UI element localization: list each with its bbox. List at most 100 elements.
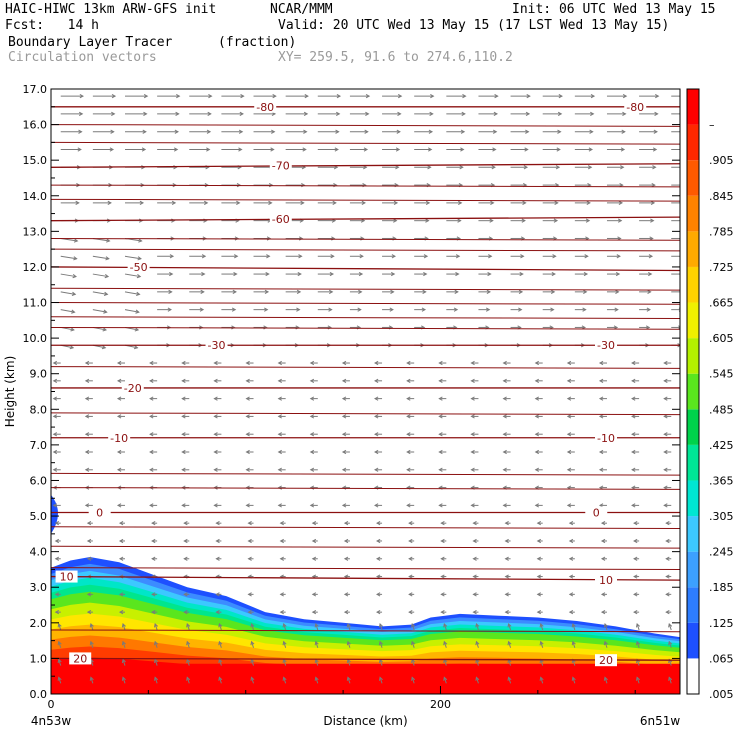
wind-vector (347, 677, 351, 684)
wind-vector-head (378, 640, 383, 646)
y-tick-label: 6.0 (30, 474, 48, 487)
wind-vector-head (440, 574, 445, 579)
wind-vector-head (149, 378, 154, 383)
wind-vector-head (86, 521, 92, 526)
colorbar-swatch (687, 160, 699, 196)
wind-vector-head (590, 111, 595, 117)
wind-vector-head (335, 111, 341, 117)
wind-vector-head (186, 622, 191, 628)
contour-label: 10 (599, 574, 613, 587)
wind-vector-head (571, 622, 576, 628)
left-endpoint-label: 4n53w (31, 714, 72, 728)
wind-vector-head (571, 676, 576, 681)
wind-vector-head (343, 556, 349, 561)
wind-vector-head (461, 111, 466, 117)
wind-vector-head (73, 238, 79, 243)
wind-vector-head (519, 271, 524, 277)
wind-vector-head (389, 307, 394, 312)
wind-vector-head (621, 129, 626, 134)
wind-vector-head (121, 676, 126, 681)
wind-vector-head (330, 254, 335, 259)
wind-vector (186, 659, 190, 666)
wind-vector-head (218, 676, 223, 681)
wind-vector-head (245, 467, 250, 472)
wind-vector-head (534, 503, 540, 508)
wind-vector-head (682, 219, 685, 222)
x-tick-label: 0 (48, 698, 55, 711)
wind-vector-head (111, 111, 116, 117)
wind-vector-head (341, 503, 347, 508)
wind-vector-head (651, 182, 656, 188)
wind-vector (379, 641, 383, 648)
wind-vector-head (455, 271, 460, 277)
wind-vector (92, 291, 108, 295)
wind-vector-head (438, 396, 443, 401)
wind-vector (186, 623, 190, 631)
wind-vector-head (52, 503, 58, 508)
wind-vector (572, 677, 576, 684)
colorbar-label: .425 (709, 439, 734, 452)
wind-vector-head (589, 129, 594, 134)
wind-vector-head (346, 676, 351, 681)
wind-vector-head (89, 622, 94, 628)
contour-label: -60 (272, 213, 290, 226)
wind-vector-head (116, 378, 122, 383)
wind-vector-head (168, 289, 173, 294)
wind-vector-head (266, 236, 272, 241)
wind-vector (636, 641, 640, 648)
wind-vector-head (183, 610, 188, 615)
wind-vector (186, 641, 190, 648)
wind-vector-head (247, 538, 252, 544)
wind-vector-head (341, 396, 347, 401)
wind-vector-head (199, 307, 205, 312)
wind-vector-head (631, 485, 636, 490)
wind-vector-head (343, 538, 349, 544)
wind-vector-head (206, 147, 211, 152)
wind-vector-head (272, 94, 277, 99)
wind-vector-head (633, 538, 638, 544)
wind-vector-head (245, 414, 250, 419)
wind-vector-head (181, 467, 186, 472)
upper-tracer-blob (51, 494, 58, 534)
wind-vector-head (186, 640, 191, 646)
field-units: (fraction) (218, 35, 297, 50)
wind-vector-head (539, 640, 544, 646)
wind-vector-head (303, 111, 309, 117)
wind-vector (475, 677, 479, 684)
wind-vector-head (633, 556, 638, 561)
colorbar-swatch (687, 266, 699, 303)
wind-vector-head (652, 165, 657, 170)
wind-vector-head (72, 274, 77, 279)
wind-vector-head (571, 640, 576, 646)
wind-vector-head (54, 538, 60, 544)
wind-vector-head (568, 592, 574, 597)
wind-vector-head (169, 254, 175, 259)
wind-vector-head (430, 94, 435, 99)
colorbar-swatch (687, 480, 699, 517)
wind-vector-head (397, 111, 402, 117)
contour-label: 10 (60, 571, 74, 584)
contour-label: -10 (110, 432, 128, 445)
wind-vector-head (111, 94, 117, 99)
contour-label: -30 (208, 339, 226, 352)
wind-vector-head (151, 538, 156, 544)
wind-vector-head (277, 449, 282, 455)
wind-vector-head (406, 414, 411, 419)
wind-vector-head (411, 676, 416, 681)
wind-vector-head (361, 200, 366, 205)
wind-vector-head (615, 271, 621, 277)
wind-vector-head (374, 360, 379, 366)
wind-vector-head (406, 360, 411, 366)
wind-vector-head (149, 432, 154, 437)
wind-vector-head (393, 218, 398, 223)
temperature-contour (51, 487, 680, 490)
wind-vector-head (393, 200, 399, 205)
wind-vector-head (341, 449, 347, 455)
valid-time: Valid: 20 UTC Wed 13 May 15 (17 LST Wed … (278, 18, 670, 33)
wind-vector-head (343, 610, 349, 615)
wind-vector-head (406, 449, 411, 455)
wind-vector-head (247, 521, 252, 526)
temperature-contour (51, 366, 680, 369)
wind-vector-head (584, 254, 589, 259)
wind-vector-head (314, 676, 319, 681)
